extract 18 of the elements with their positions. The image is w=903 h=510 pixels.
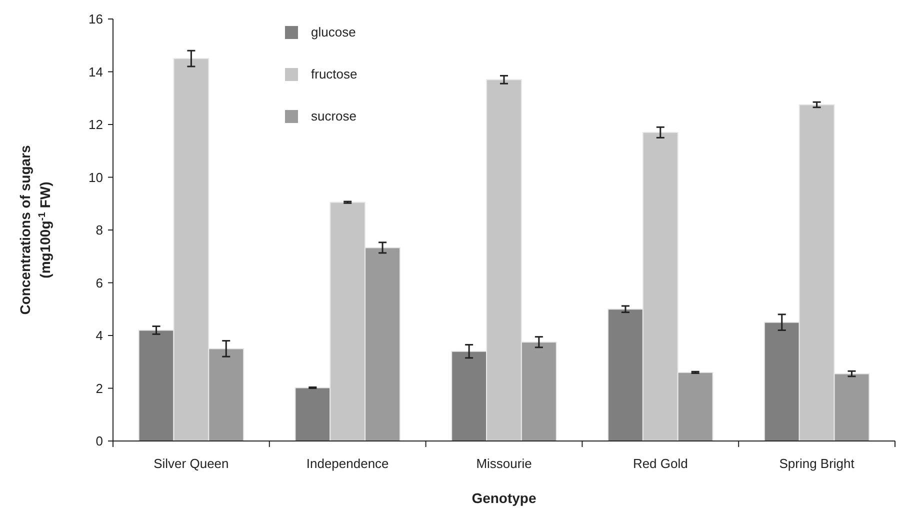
y-tick-label: 6	[96, 275, 103, 290]
y-tick-label: 8	[96, 222, 103, 238]
x-tick-label: Spring Bright	[779, 456, 855, 471]
y-tick-label: 16	[88, 12, 103, 27]
y-tick-label: 0	[96, 434, 103, 449]
x-tick-label: Independence	[306, 456, 389, 471]
x-axis-title: Genotype	[472, 490, 536, 506]
y-tick-label: 4	[96, 328, 103, 344]
x-tick-label: Red Gold	[632, 456, 688, 471]
y-tick-label: 10	[88, 170, 103, 185]
x-tick-label: Missourie	[476, 456, 532, 471]
y-tick-label: 14	[88, 64, 103, 80]
x-tick-label: Silver Queen	[154, 456, 229, 471]
legend-label: glucose	[311, 24, 356, 40]
legend-label: sucrose	[311, 108, 357, 124]
legend-label: fructose	[311, 66, 358, 82]
y-tick-label: 12	[88, 117, 103, 132]
y-tick-label: 2	[96, 380, 103, 396]
